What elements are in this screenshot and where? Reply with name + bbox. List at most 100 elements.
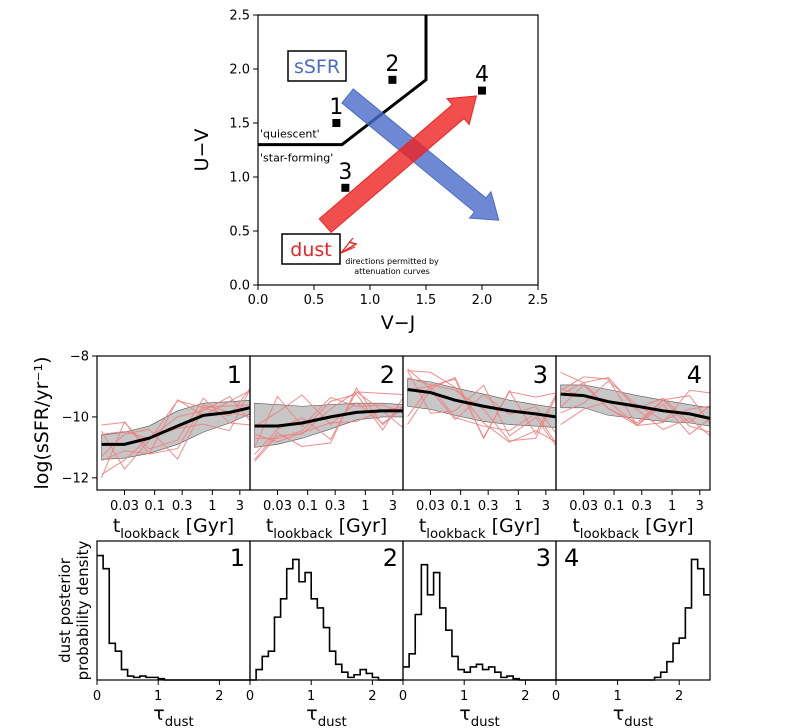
y-tick-label: 1.5: [229, 117, 250, 132]
dust-arrow: [318, 95, 478, 234]
sfh-x-axis-label-1: tlookback [Gyr]: [113, 515, 234, 542]
sfh-median-1: [101, 406, 250, 446]
dust-x-axis-label-2: τdust: [306, 703, 346, 728]
sfh-x-tick-label: 0.3: [172, 499, 193, 514]
dust-frame-4: [555, 540, 711, 681]
dust-x-tick-label: 1: [460, 689, 468, 704]
sfh-y-axis-label: log(sSFR/yr⁻¹): [31, 357, 53, 490]
y-tick-label: 2.5: [229, 9, 250, 24]
sfh-panel-number-2: 2: [380, 361, 395, 389]
dust-x-axis-label-2-sub: dust: [318, 715, 347, 728]
dust-panel-number-3: 3: [536, 544, 551, 572]
sfh-y-tick-label: −10: [62, 410, 89, 425]
sfh-x-axis-label-4: tlookback [Gyr]: [572, 515, 693, 542]
dust-x-axis-label-3-sub: dust: [471, 715, 500, 728]
sfh-panel-number-1: 1: [227, 361, 242, 389]
dust-histogram-3: [403, 563, 556, 681]
dust-frame-2: [249, 540, 404, 681]
quiescent-label: 'quiescent': [260, 128, 320, 141]
sfh-x-axis-label-1-sub: lookback: [120, 527, 180, 542]
dust-label-box: [281, 233, 341, 265]
star-forming-label: 'star-forming': [260, 152, 333, 165]
sfh-x-tick-label: 0.1: [297, 499, 318, 514]
sfh-x-tick-label: 0.3: [478, 499, 499, 514]
dust-x-tick-label: 0: [552, 689, 560, 704]
uvj-frame: [257, 14, 539, 286]
sfh-y-tick-label: −12: [62, 471, 89, 486]
dust-x-axis-label-1: τdust: [153, 703, 193, 728]
sfh-sample-line: [560, 399, 710, 433]
sfh-panel-number-4: 4: [687, 361, 702, 389]
sfh-x-tick-label: 1: [514, 499, 522, 514]
dust-x-tick-label: 0: [246, 689, 254, 704]
x-tick-label: 2.5: [528, 293, 549, 308]
dust-panel-number-4: 4: [564, 544, 579, 572]
dust-x-axis-label-1-sub: dust: [165, 715, 194, 728]
sfh-x-tick-label: 0.03: [569, 499, 598, 514]
dust-y-axis-label-line1: dust posterior: [56, 557, 74, 663]
sfh-sample-line: [101, 397, 250, 450]
dust-histogram-2: [250, 558, 403, 681]
sfh-x-axis-label-3-sub: lookback: [426, 527, 486, 542]
dust-x-axis-label-2-main: τ: [306, 703, 317, 725]
dust-x-tick-label: 2: [675, 689, 683, 704]
dust-x-tick-label: 2: [215, 689, 223, 704]
galaxy-point-label-2: 2: [385, 52, 399, 77]
sfh-x-axis-label-1-tail: [Gyr]: [180, 515, 235, 537]
x-tick-label: 0.0: [248, 293, 269, 308]
sfh-sample-line: [407, 378, 556, 439]
dust-x-tick-label: 0: [399, 689, 407, 704]
sfh-panel-2: [254, 387, 403, 462]
sfh-sample-line: [560, 376, 710, 437]
sfh-x-tick-label: 1: [208, 499, 216, 514]
dust-histogram-1: [97, 554, 250, 681]
galaxy-point-label-1: 1: [329, 95, 343, 120]
attenuation-note-line1: directions permitted by: [345, 257, 439, 266]
dust-x-tick-label: 2: [521, 689, 529, 704]
sfh-band-3: [407, 378, 556, 428]
sfh-panel-3: [407, 368, 556, 446]
sfh-sample-line: [254, 393, 403, 439]
ssfr-label-text: sSFR: [294, 56, 340, 78]
sfh-x-tick-label: 0.03: [263, 499, 292, 514]
sfh-x-tick-label: 3: [236, 499, 244, 514]
dust-x-tick-label: 1: [613, 689, 621, 704]
dust-frame-3: [402, 540, 557, 681]
galaxy-point-4: [478, 86, 486, 95]
sfh-median-4: [560, 392, 710, 420]
attenuation-arrow-1: [340, 241, 358, 254]
dust-x-axis-label-1-main: τ: [153, 703, 164, 725]
sfh-panel-number-3: 3: [533, 361, 548, 389]
sfh-x-tick-label: 0.3: [325, 499, 346, 514]
sfh-sample-line: [101, 388, 250, 460]
uvj-panel: 0.0 0.5 1.0 1.5 2.0 2.5 0.0 0.5 1.0 1.5 2.0 2.5 V−J U…: [191, 9, 548, 335]
sfh-x-axis-label-2-sub: lookback: [273, 527, 333, 542]
sfh-panel-1: [101, 388, 250, 479]
sfh-x-tick-label: 0.1: [144, 499, 165, 514]
sfh-x-tick-label: 1: [361, 499, 369, 514]
sfh-y-tick-label: −8: [70, 350, 89, 365]
dust-x-axis-label-3-main: τ: [459, 703, 470, 725]
y-tick-label: 2.0: [229, 63, 250, 78]
sfh-sample-line: [254, 394, 403, 427]
attenuation-arrow-3: [340, 237, 354, 254]
sfh-x-tick-label: 0.03: [110, 499, 139, 514]
dust-x-axis-label-3: τdust: [459, 703, 499, 728]
galaxy-point-2: [388, 75, 397, 84]
x-tick-label: 1.5: [416, 293, 437, 308]
sfh-x-tick-label: 0.03: [416, 499, 445, 514]
sfh-sample-line: [254, 395, 403, 448]
sfh-sample-line: [101, 395, 250, 440]
dust-panel-number-1: 1: [230, 544, 245, 572]
y-axis-label: U−V: [191, 129, 213, 172]
sfh-x-tick-label: 0.3: [631, 499, 652, 514]
galaxy-point-1: [332, 119, 341, 127]
sfh-x-tick-label: 0.1: [604, 499, 625, 514]
dust-histogram-4: [556, 558, 710, 681]
galaxy-point-3: [341, 183, 350, 192]
sfh-sample-line: [254, 387, 403, 460]
galaxy-point-label-3: 3: [338, 160, 352, 185]
x-tick-label: 0.5: [304, 293, 325, 308]
